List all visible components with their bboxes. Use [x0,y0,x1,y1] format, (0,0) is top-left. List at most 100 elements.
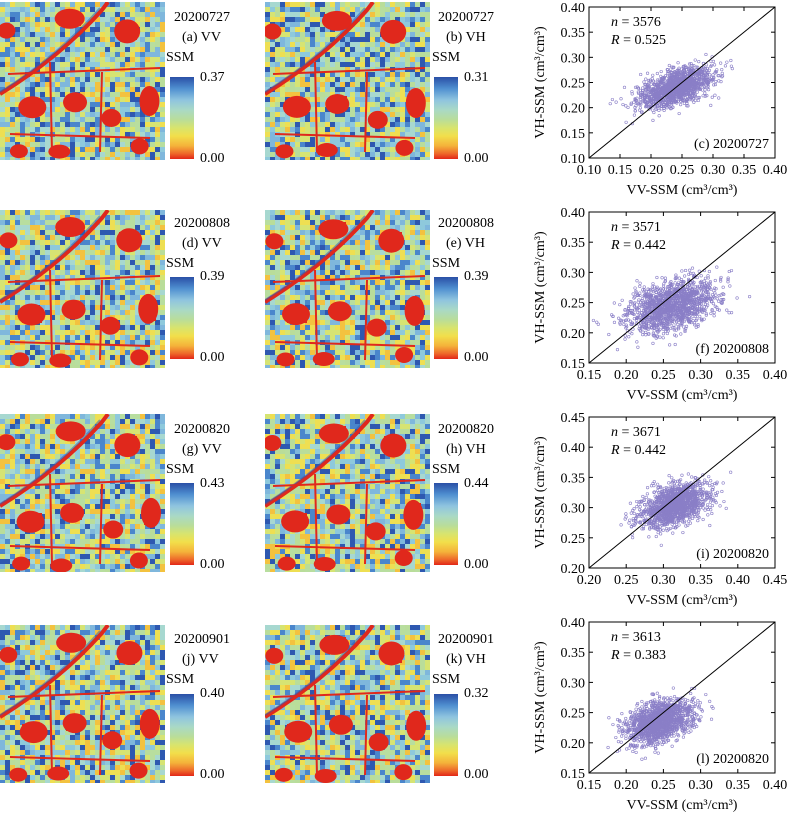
y-tick-label: 0.25 [561,532,586,547]
scatter-point [675,513,680,518]
scatter-point [706,503,710,507]
scatter-point [615,348,620,352]
scatter-point [708,493,712,497]
scatter-point [640,297,645,301]
scatter-point [640,499,644,503]
scatter-point [712,314,716,318]
scatter-point [688,496,693,500]
scatter-point [641,92,645,96]
scatter-point [652,285,656,289]
scatter-point [631,292,635,296]
scatter-point [676,519,680,523]
scatter-point [660,76,664,80]
scatter-point [662,93,666,97]
scatter-point [651,341,655,345]
scatter-point [709,103,713,107]
scatter-point [693,310,697,314]
n-annotation: n = 3671 [611,425,661,440]
scatter-point [704,281,708,285]
scatter-point [692,485,696,489]
ssm-map-j [0,625,165,783]
scatter-point [699,493,703,497]
scatter-point [723,64,728,68]
y-tick-label: 0.30 [561,51,586,66]
scatter-point [716,74,720,78]
scatter-point [672,93,676,97]
scatter-point [646,500,650,504]
scatter-point [719,275,723,280]
scatter-point [715,305,719,309]
scatter-point [677,66,681,70]
scatter-point [591,318,596,323]
scatter-point [662,108,666,113]
scatter-point [670,74,675,78]
scatter-point [635,499,639,504]
scatter-point [708,523,712,528]
scatter-point [725,308,729,312]
scatter-point [667,481,671,485]
scatter-point [655,327,659,331]
scatter-point [655,71,659,76]
scatter-point [666,101,670,106]
scatter-point [677,302,681,306]
scatter-point [652,329,656,333]
scatter-point [685,104,689,108]
scatter-point [700,497,704,501]
scatter-point [651,282,655,286]
scatter-point [667,318,671,322]
scatter-point [629,102,633,107]
scatter-point [628,330,632,334]
map-date-h: 20200820 [438,422,494,437]
colorbar-b [434,77,458,159]
map-date-b: 20200727 [438,10,494,25]
scatter-point [661,284,666,288]
scatter-point [663,489,667,493]
scatter-point [661,528,665,532]
scatter-point [656,482,660,486]
scatter-point [622,319,626,323]
scatter-point [682,93,686,97]
scatter-point [642,80,646,84]
scatter-point [626,309,630,313]
ssm-map-d [0,210,165,368]
scatter-point [645,323,649,327]
scatter-point [706,79,710,84]
scatter-point [672,303,676,307]
scatter-point [700,319,704,323]
scatter-point [690,64,694,68]
scatter-point [636,90,640,94]
scatter-point [717,299,721,303]
scatter-point [636,100,640,104]
x-tick-label: 0.15 [608,163,633,178]
map-letter-a: (a) VV [182,30,222,45]
scatter-point [703,88,707,92]
scatter-point [660,319,664,323]
scatter-point [698,85,702,89]
scatter-point [633,522,637,526]
scatter-point [646,85,650,89]
scatter-point [645,510,649,514]
scatter-point [726,280,730,284]
scatter-point [673,487,677,492]
scatter-point [693,290,697,295]
map-letter-k: (k) VH [446,652,486,667]
scatter-point [642,285,646,289]
scatter-point [664,73,668,78]
scatter-point [628,501,632,505]
scatter-point [645,326,649,331]
scatter-point [639,329,643,333]
scatter-point [705,66,709,70]
scatter-point [668,315,672,319]
scatter-point [708,483,712,488]
scatter-point [671,511,675,515]
scatter-point [680,269,684,273]
scatter-point [675,296,679,300]
map-raster [0,414,165,572]
scatter-point [666,308,670,312]
scatter-point [630,92,634,96]
y-tick-label: 0.25 [561,297,586,312]
scatter-point [729,268,734,273]
scatter-point [668,485,672,489]
scatter-point [644,308,648,312]
scatter-point [697,269,701,273]
